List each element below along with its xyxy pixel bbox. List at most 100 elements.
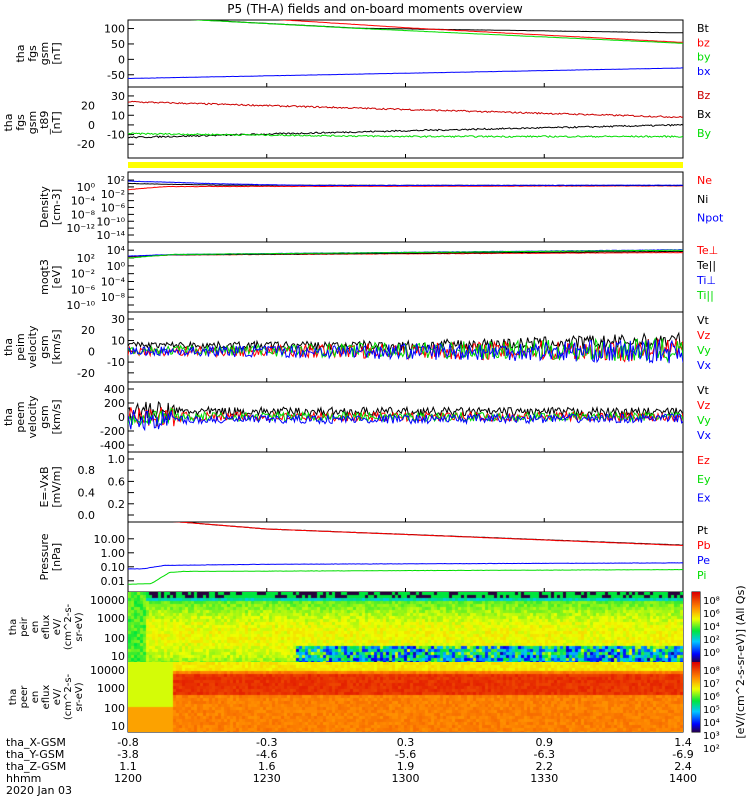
- y-tick-label: 1.00: [101, 547, 126, 560]
- y-tick-label: 10⁻⁶: [71, 283, 96, 296]
- footer-value: 1.6: [258, 760, 276, 773]
- series-pi: [128, 568, 683, 585]
- panel-4: [127, 311, 684, 383]
- y-tick-label: -400: [100, 439, 125, 452]
- series-bx: [128, 67, 683, 80]
- y-axis-label: gsm: [38, 42, 51, 65]
- y-axis-label: sr-eV): [74, 682, 85, 711]
- y-tick-label: 10⁻⁸: [101, 291, 126, 304]
- colorbar-tick: 10⁴: [703, 718, 720, 729]
- y-axis-label: (cm^2-s-: [63, 603, 74, 650]
- y-axis-label: [nPa]: [50, 543, 63, 571]
- legend-ni: Ni: [697, 193, 708, 206]
- y-tick-label: 10: [111, 720, 125, 733]
- y-axis-label: gsm: [38, 335, 51, 358]
- y-tick-label: 100: [104, 702, 125, 715]
- legend-bx: Bx: [697, 108, 712, 121]
- y-tick-label: 0: [88, 345, 95, 358]
- y-axis-label: moqt3: [38, 259, 51, 295]
- legend-ey: Ey: [697, 473, 711, 486]
- y-tick-label: 0: [88, 119, 95, 132]
- y-tick-label: 10⁻¹⁰: [66, 299, 95, 312]
- y-tick-label: 0.2: [108, 498, 126, 511]
- footer-value: -6.9: [672, 748, 694, 761]
- panel-frame: [127, 86, 684, 159]
- footer-value: -6.3: [533, 748, 555, 761]
- y-axis-label: velocity: [26, 395, 39, 438]
- y-axis-label: tha: [2, 338, 15, 356]
- y-tick-label: 10⁻⁴: [101, 276, 126, 289]
- panel-1: [127, 86, 684, 159]
- panel-5: [127, 381, 684, 453]
- y-axis-label: tha: [8, 619, 19, 635]
- legend-by: By: [697, 127, 712, 140]
- legend-vy: Vy: [697, 414, 711, 427]
- series-bz: [128, 100, 683, 119]
- y-tick-label: 10: [111, 650, 125, 663]
- y-tick-label: 10⁰: [77, 181, 96, 194]
- y-tick-label: 10⁻⁴: [71, 195, 96, 208]
- y-tick-label: -200: [100, 425, 125, 438]
- y-axis-label: [nT]: [50, 111, 63, 133]
- panel-2: [127, 171, 684, 243]
- y-axis-label: peim: [14, 333, 27, 361]
- y-tick-label: 10⁴: [107, 244, 126, 257]
- legend-vx: Vx: [697, 359, 712, 372]
- footer-label: hhmm: [6, 772, 42, 785]
- y-tick-label: 100: [104, 23, 125, 36]
- legend-vy: Vy: [697, 344, 711, 357]
- legend-vt: Vt: [697, 314, 710, 327]
- y-axis-label: [cm-3]: [50, 189, 63, 225]
- y-tick-label: 10⁻¹⁴: [96, 229, 125, 242]
- colorbar-ions: [692, 592, 700, 662]
- y-tick-label: -10: [107, 356, 125, 369]
- y-tick-label: 10: [111, 335, 125, 348]
- footer-value: -0.3: [256, 736, 278, 749]
- legend-pb: Pb: [697, 539, 711, 552]
- legend-te⊥: Te⊥: [696, 244, 718, 257]
- y-tick-label: 10⁻²: [71, 268, 95, 281]
- colorbar-tick: 10²: [703, 635, 720, 646]
- colorbar-title: [eV/(cm^2-s-sr-eV)] (All Qs): [734, 585, 747, 738]
- legend-npot: Npot: [697, 212, 724, 225]
- series-vy: [128, 337, 683, 363]
- y-tick-label: 10²: [107, 174, 125, 187]
- y-axis-label: Density: [38, 186, 51, 228]
- y-axis-label: eflux: [41, 615, 52, 640]
- footer-value: 1230: [252, 772, 281, 785]
- panel-frame: [127, 171, 684, 243]
- y-tick-label: 400: [104, 383, 125, 396]
- footer-value: 2.4: [674, 760, 692, 773]
- y-axis-label: en: [30, 691, 41, 704]
- footer-value: -3.8: [117, 748, 139, 761]
- y-tick-label: 0: [118, 411, 125, 424]
- y-tick-label: 100: [104, 632, 125, 645]
- legend-ne: Ne: [697, 174, 712, 187]
- y-tick-label: 0.10: [101, 561, 126, 574]
- footer-value: 2.2: [535, 760, 554, 773]
- quality-flag-bar: [128, 162, 683, 168]
- series-vy: [128, 406, 683, 426]
- y-tick-label: 30: [111, 313, 125, 326]
- y-axis-label: eflux: [41, 685, 52, 710]
- legend-ti⊥: Ti⊥: [696, 274, 716, 287]
- y-tick-label: 10: [111, 109, 125, 122]
- y-tick-label: -20: [77, 367, 95, 380]
- panel-7: [127, 521, 684, 593]
- legend-pt: Pt: [697, 524, 709, 537]
- electron-spectrogram: [128, 662, 683, 732]
- y-tick-label: 0.6: [108, 475, 126, 488]
- y-tick-label: 10⁻⁸: [71, 208, 96, 221]
- y-tick-label: 10000: [90, 594, 125, 607]
- footer-label: tha_Z-GSM: [6, 760, 67, 773]
- footer-value: 1330: [530, 772, 559, 785]
- y-tick-label: 0: [118, 53, 125, 66]
- series-ti||: [128, 249, 683, 259]
- colorbar-tick: 10³: [703, 731, 720, 742]
- y-axis-label: [km/s]: [50, 399, 63, 434]
- legend-pe: Pe: [697, 554, 710, 567]
- y-tick-label: -10: [107, 129, 125, 142]
- y-tick-label: 1000: [97, 612, 125, 625]
